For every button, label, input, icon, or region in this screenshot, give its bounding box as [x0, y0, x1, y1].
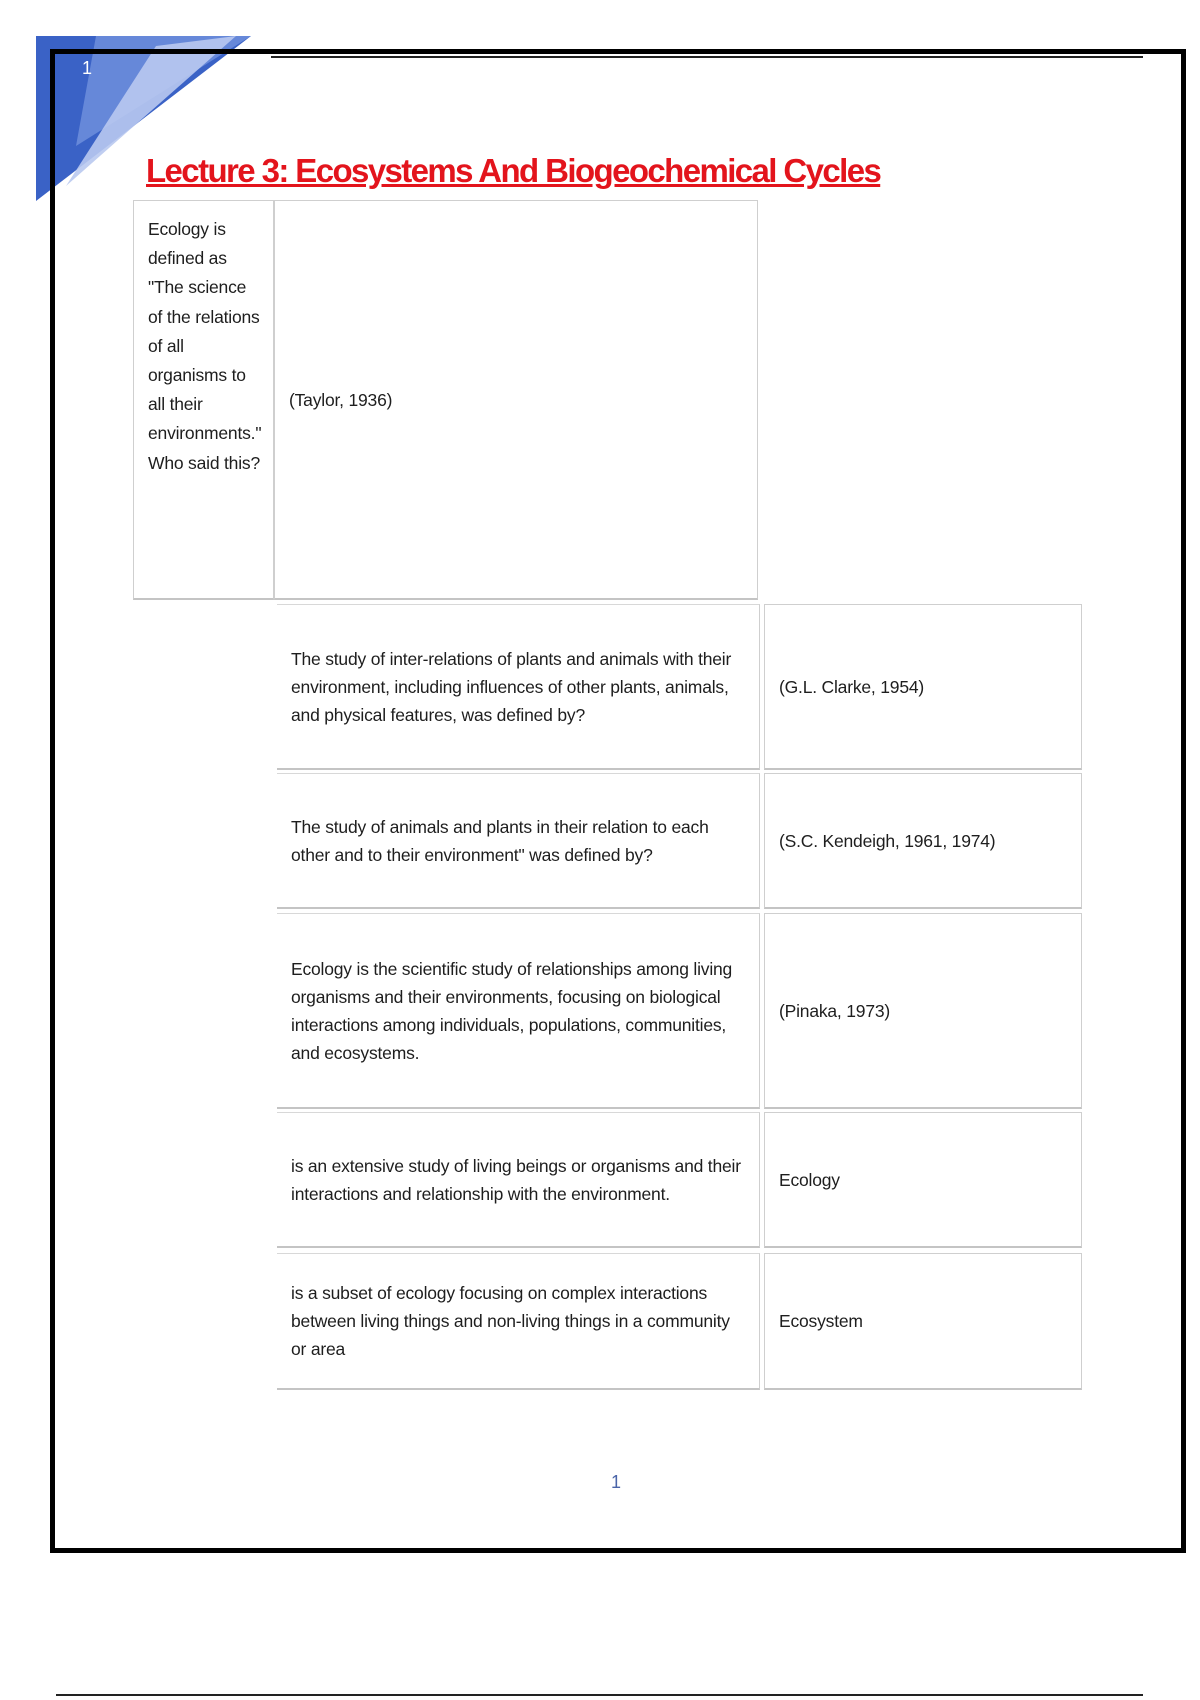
corner-page-number: 1 — [82, 58, 93, 78]
bottom-rule — [56, 1694, 1143, 1696]
answer-text: (Pinaka, 1973) — [779, 1000, 891, 1021]
answer-text: (G.L. Clarke, 1954) — [779, 676, 925, 697]
question-cell: is an extensive study of living beings o… — [277, 1112, 760, 1248]
answer-cell: (Taylor, 1936) — [274, 200, 758, 600]
question-text: The study of inter-relations of plants a… — [291, 648, 732, 725]
answer-text: Ecology — [779, 1169, 840, 1190]
answer-cell: Ecology — [764, 1112, 1082, 1248]
page-title: Lecture 3: Ecosystems And Biogeochemical… — [146, 152, 882, 189]
answer-cell: (G.L. Clarke, 1954) — [764, 604, 1082, 770]
answer-text: (Taylor, 1936) — [289, 389, 393, 410]
question-cell: The study of animals and plants in their… — [277, 773, 760, 909]
question-cell: Ecology is defined as "The science of th… — [133, 200, 274, 600]
question-cell: is a subset of ecology focusing on compl… — [277, 1253, 760, 1390]
question-cell: Ecology is the scientific study of relat… — [277, 913, 760, 1109]
question-cell: The study of inter-relations of plants a… — [277, 604, 760, 770]
question-text: Ecology is defined as "The science of th… — [148, 219, 262, 473]
page-number: 1 — [611, 1472, 622, 1492]
answer-cell: (S.C. Kendeigh, 1961, 1974) — [764, 773, 1082, 909]
answer-text: (S.C. Kendeigh, 1961, 1974) — [779, 830, 996, 851]
page-border — [50, 49, 1186, 1553]
question-text: Ecology is the scientific study of relat… — [291, 958, 733, 1063]
question-text: is a subset of ecology focusing on compl… — [291, 1283, 730, 1359]
answer-cell: Ecosystem — [764, 1253, 1082, 1390]
question-text: is an extensive study of living beings o… — [291, 1155, 741, 1204]
header-rule — [271, 56, 1143, 58]
question-text: The study of animals and plants in their… — [291, 816, 709, 865]
answer-cell: (Pinaka, 1973) — [764, 913, 1082, 1109]
answer-text: Ecosystem — [779, 1311, 863, 1331]
corner-decoration — [36, 36, 251, 201]
